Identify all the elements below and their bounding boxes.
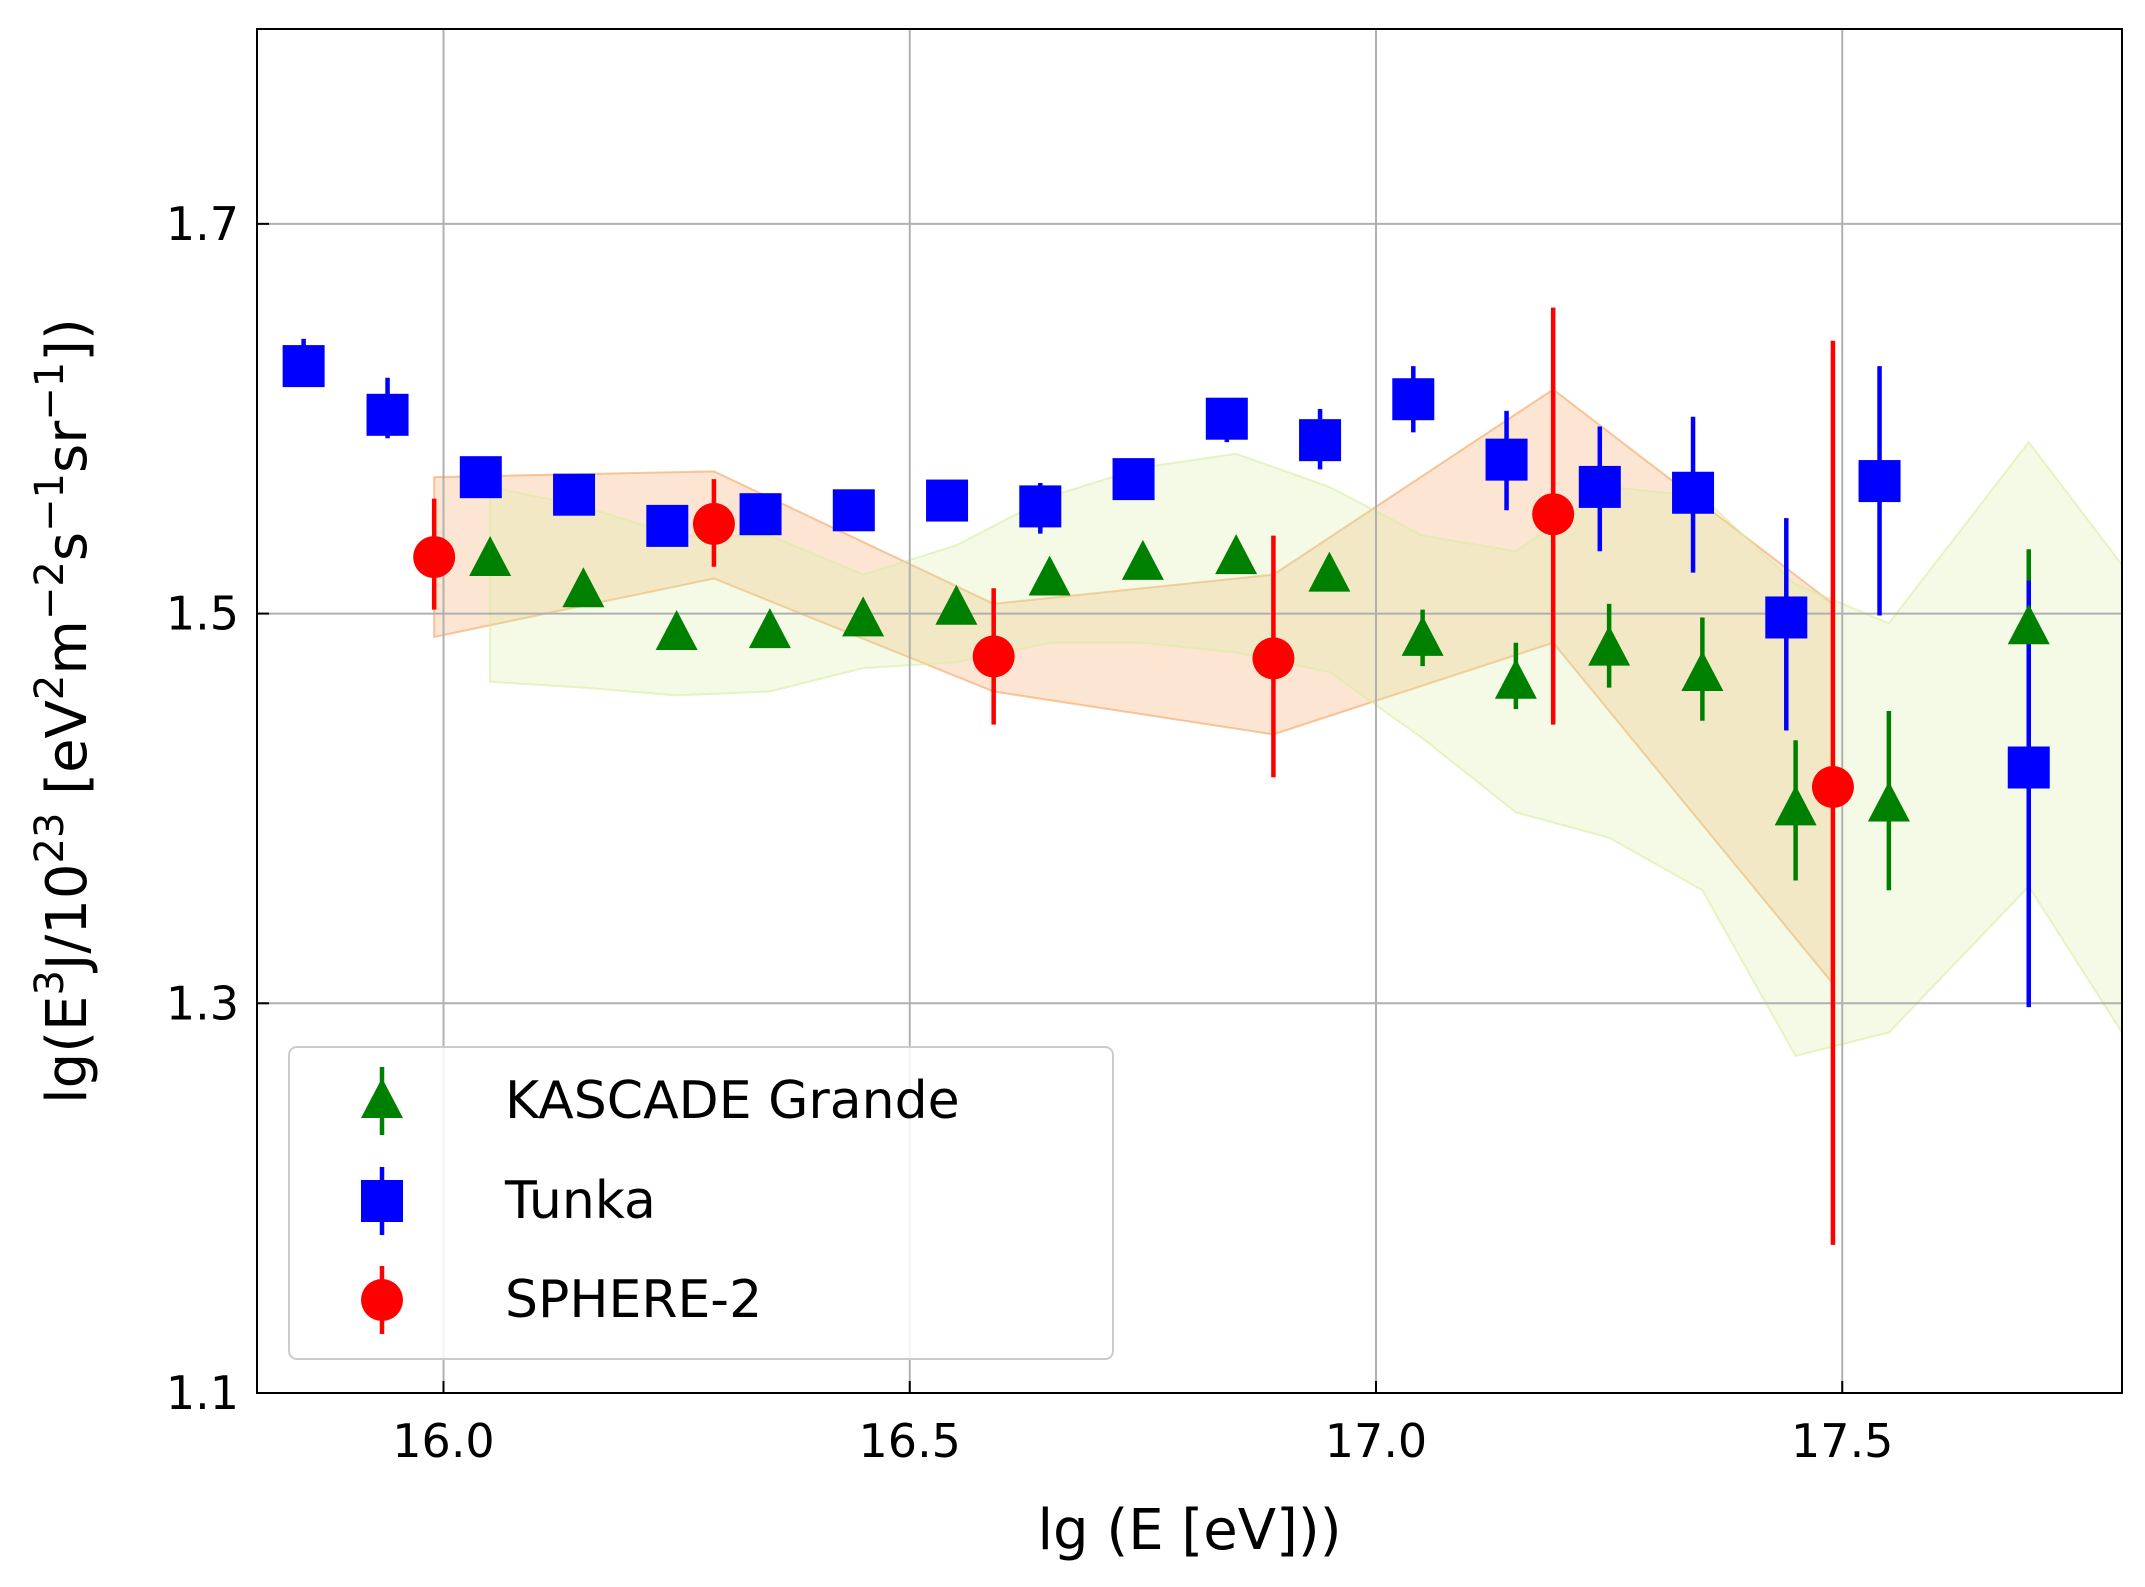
x-axis-title: lg (E [eV])) [1037,1498,1341,1563]
point-kascade-grande-4 [842,596,885,637]
y-axis-title-sup-7: −2 [27,561,73,620]
point-tunka-15 [1672,471,1715,514]
point-kascade-grande-12 [1588,625,1631,666]
y-axis-title-sup-11: −1 [27,362,73,421]
y-axis-title-part-0: lg(E [35,996,100,1104]
point-sphere-2-4 [1532,493,1575,536]
y-axis-title-part-10: sr [35,420,100,473]
y-axis-title-part-2: J/10 [35,863,100,973]
point-kascade-grande-2 [655,610,698,651]
y-tick-label-3: 1.7 [166,197,239,251]
y-axis-title-part-12: ]) [35,318,100,362]
legend-item-kascade-grande: KASCADE Grande [361,1067,960,1135]
point-kascade-grande-8 [1215,534,1258,575]
point-kascade-grande-16 [2007,604,2050,645]
point-tunka-13 [1485,438,1528,481]
point-kascade-grande-14 [1774,785,1817,826]
legend-marker-sphere-2 [361,1279,403,1321]
axis-ticks: 16.0 16.5 17.0 17.5 1.1 1.3 1.5 1.7 [166,197,1894,1468]
point-tunka-12 [1392,378,1435,421]
y-tick-label-2: 1.5 [166,587,239,641]
point-tunka-2 [459,456,502,499]
point-tunka-16 [1765,596,1808,639]
legend-marker-tunka [361,1180,403,1222]
point-kascade-grande-13 [1681,650,1724,691]
legend-label-tunka: Tunka [504,1171,656,1231]
y-axis-title-part-8: s [35,532,100,561]
point-sphere-2-0 [413,536,456,579]
point-tunka-7 [926,479,969,522]
x-tick-label-1: 16.5 [859,1414,961,1468]
legend-marker-kascade-grande [361,1078,403,1118]
legend-item-sphere-2: SPHERE-2 [361,1266,762,1334]
point-tunka-17 [1858,460,1901,503]
point-tunka-5 [739,493,782,536]
point-kascade-grande-5 [935,584,978,625]
y-axis-title-sup-9: −1 [27,473,73,532]
point-kascade-grande-6 [1028,555,1071,596]
point-kascade-grande-15 [1867,781,1910,822]
x-tick-label-0: 16.0 [392,1414,494,1468]
point-kascade-grande-3 [748,608,791,649]
point-tunka-6 [832,489,875,532]
y-axis-title-part-4: [eV [35,700,100,812]
point-tunka-14 [1578,465,1621,508]
point-kascade-grande-10 [1401,615,1444,656]
plot-frame [256,28,2123,1394]
point-kascade-grande-11 [1494,658,1537,699]
legend: KASCADE Grande Tunka SPHERE-2 [288,1046,1114,1360]
point-tunka-8 [1019,485,1062,528]
point-tunka-18 [2007,746,2050,789]
legend-box [288,1046,1114,1360]
point-sphere-2-1 [692,502,735,545]
y-axis-title-part-6: m [35,620,100,675]
x-tick-label-2: 17.0 [1325,1414,1427,1468]
legend-label-kascade-grande: KASCADE Grande [505,1071,960,1131]
point-sphere-2-3 [1252,637,1295,680]
legend-item-tunka: Tunka [361,1167,656,1235]
point-tunka-1 [366,393,409,436]
point-tunka-11 [1299,419,1342,462]
point-tunka-9 [1112,458,1155,501]
y-axis-title-sup-5: 2 [27,675,73,700]
y-axis-title-sup-1: 3 [27,970,73,995]
x-tick-label-3: 17.5 [1791,1414,1893,1468]
point-tunka-10 [1205,397,1248,440]
data-markers [282,345,2050,826]
point-kascade-grande-7 [1121,539,1164,580]
y-axis-title: lg(E3J/1023 [eV2m−2s−1sr−1]) [27,318,100,1104]
y-tick-label-1: 1.3 [166,976,239,1030]
point-kascade-grande-1 [562,567,605,608]
point-sphere-2-2 [972,635,1015,678]
legend-label-sphere-2: SPHERE-2 [505,1270,762,1330]
point-tunka-4 [646,504,689,547]
point-kascade-grande-9 [1308,551,1351,592]
point-tunka-0 [282,345,325,388]
y-tick-label-0: 1.1 [166,1366,239,1420]
y-axis-title-sup-3: 23 [27,813,73,864]
point-sphere-2-5 [1811,765,1854,808]
point-kascade-grande-0 [469,536,512,577]
point-tunka-3 [553,473,596,516]
